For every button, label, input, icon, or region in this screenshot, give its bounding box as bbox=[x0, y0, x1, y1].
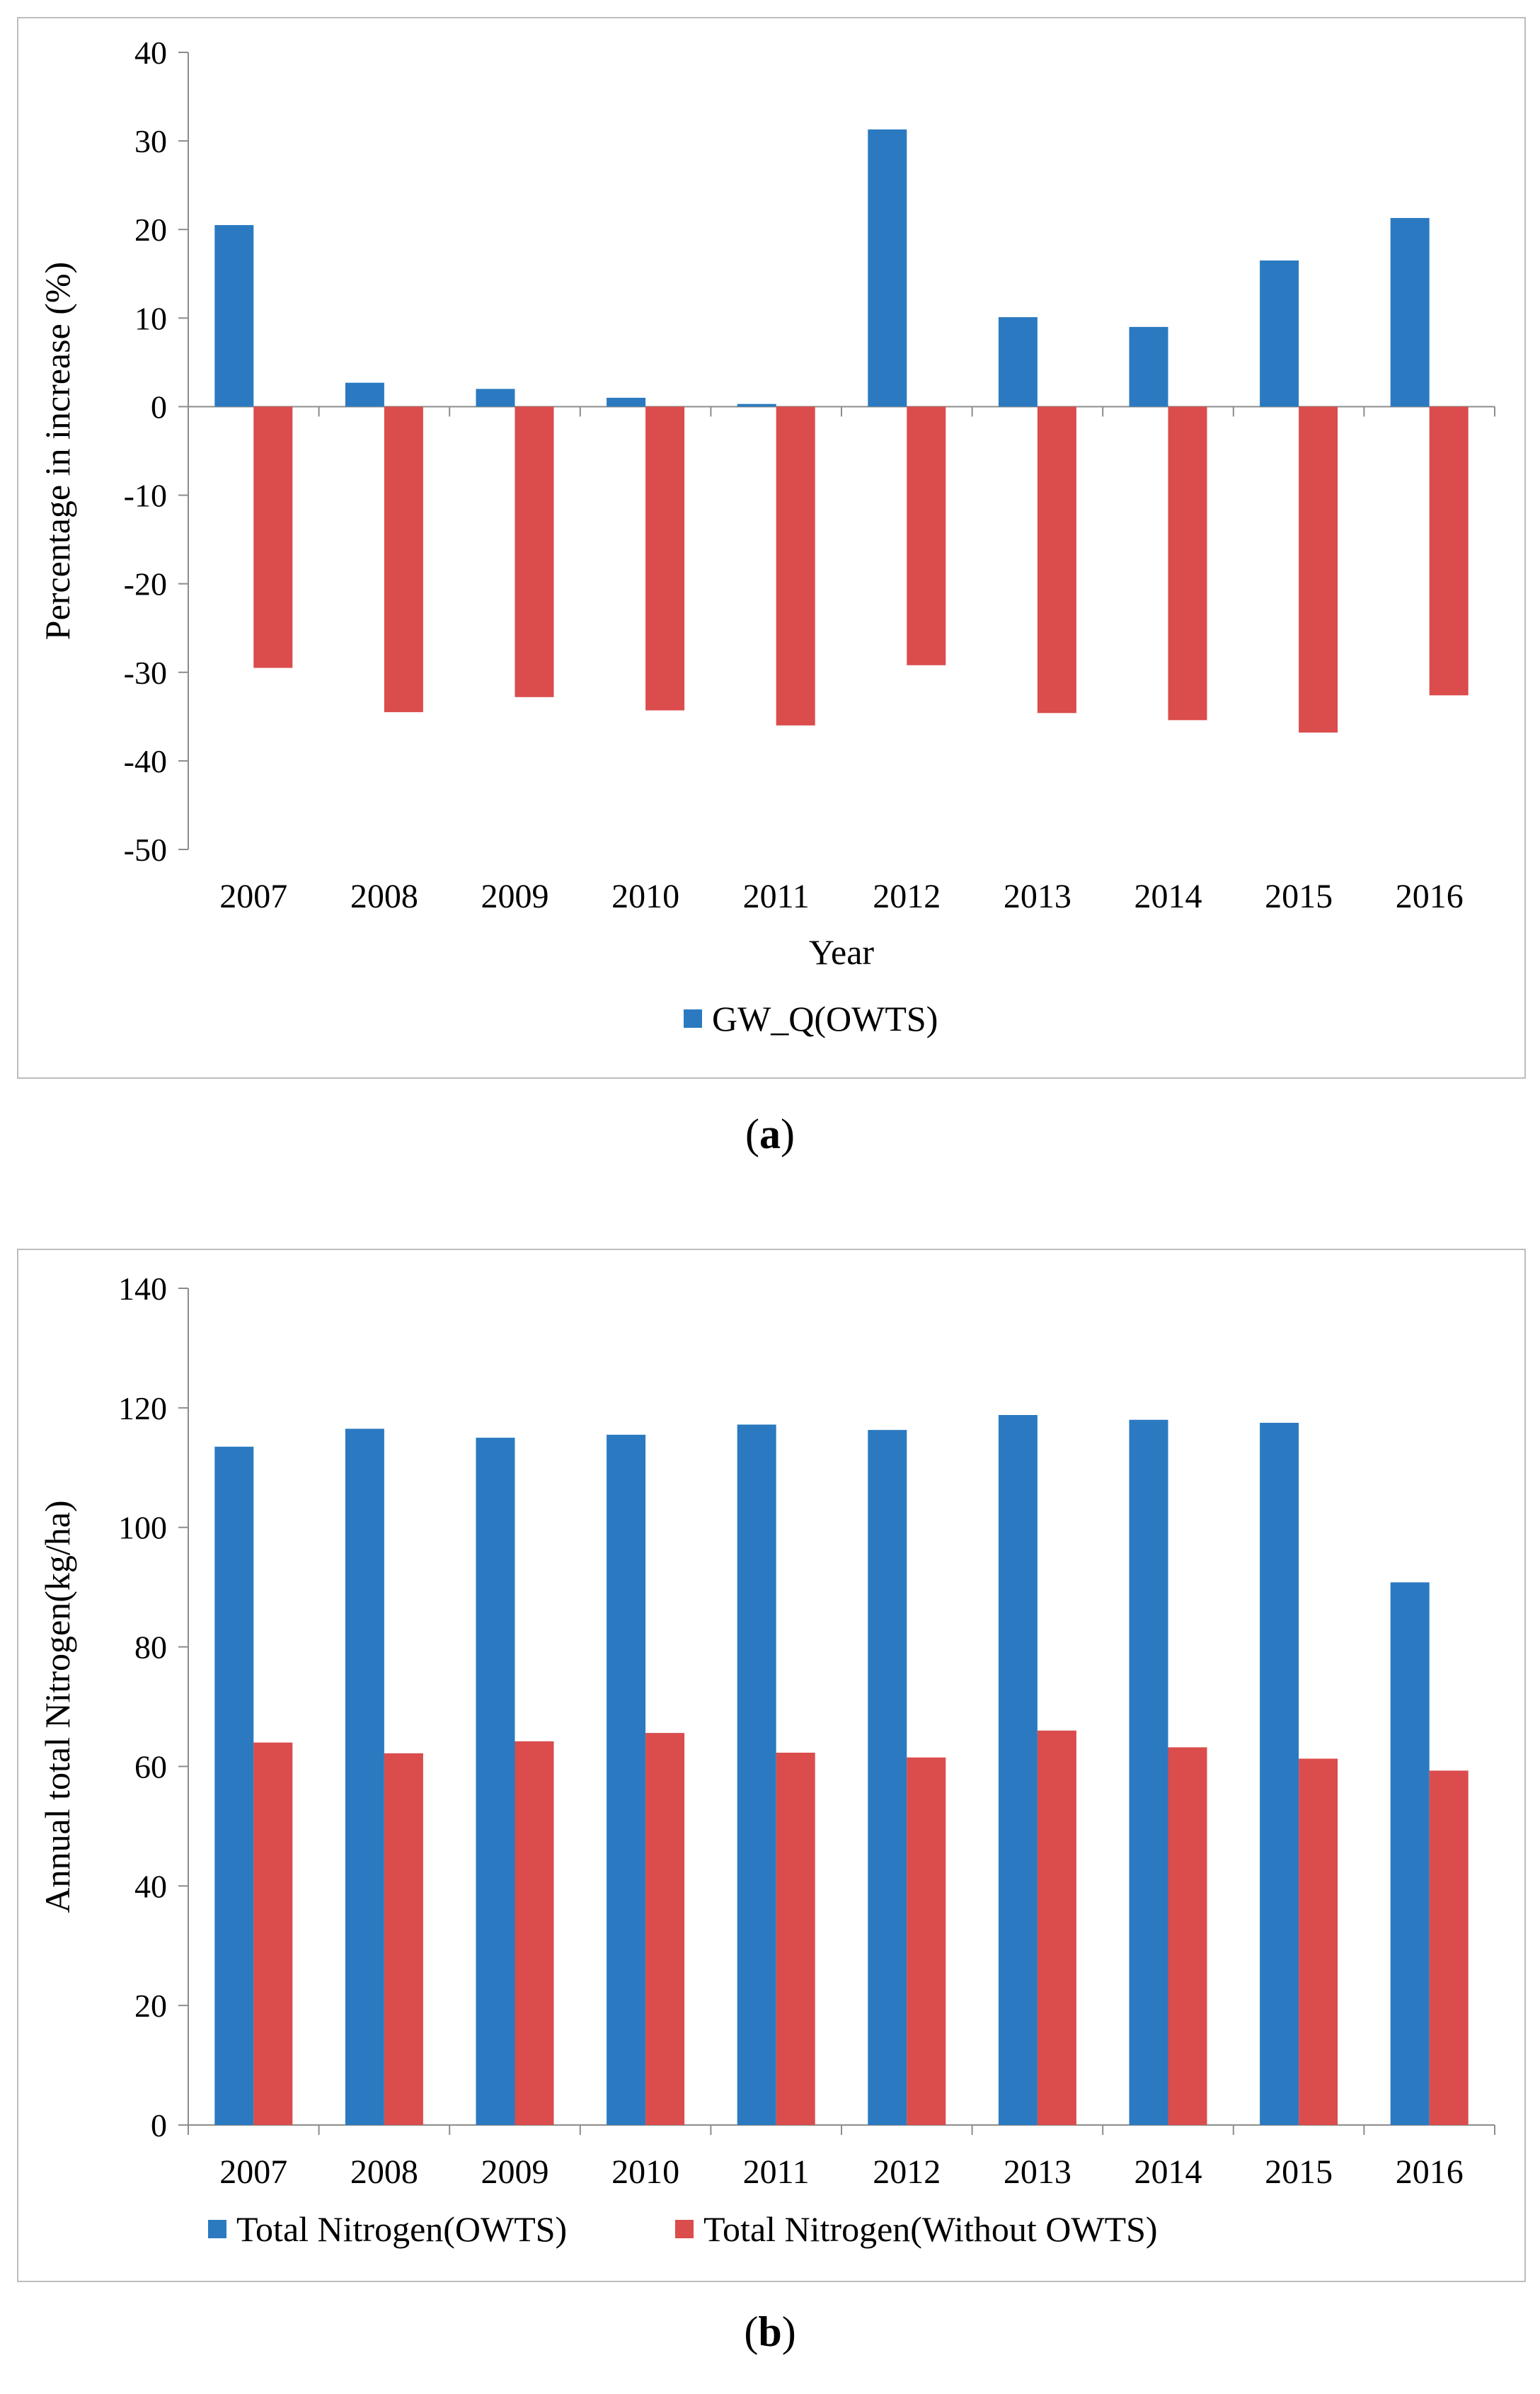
chart-a-legend-label-1: GW_Q(OWTS) bbox=[712, 999, 938, 1038]
chart-a-x-tick-label: 2009 bbox=[481, 878, 549, 915]
chart-b-x-tick-label: 2016 bbox=[1396, 2153, 1464, 2191]
chart-a-y-tick-label: -50 bbox=[124, 832, 167, 868]
chart-b-x-tick-label: 2014 bbox=[1134, 2153, 1202, 2191]
chart-b-bar-series1-2014 bbox=[1129, 1419, 1168, 2125]
chart-a-frame: 40 30 20 10 0 -10 -20 -30 -40 -50 2007 2008 2009 2010… bbox=[17, 17, 1526, 1079]
chart-a-bar-series2-2008 bbox=[384, 406, 423, 713]
chart-a-bar-series1-2007 bbox=[214, 224, 254, 407]
chart-a-bar-series2-2012 bbox=[907, 406, 946, 665]
chart-b-bar-series2-2007 bbox=[253, 1742, 293, 2125]
chart-a-y-tick-label: -20 bbox=[124, 566, 167, 602]
chart-a-x-tick-label: 2015 bbox=[1265, 878, 1333, 915]
chart-a-y-tick-label: -40 bbox=[124, 743, 167, 779]
chart-a-x-tick-label: 2012 bbox=[873, 878, 941, 915]
chart-a-bar-series1-2011 bbox=[737, 403, 776, 407]
chart-a-y-tick-label: 20 bbox=[134, 212, 167, 248]
chart-a-x-axis-title: Year bbox=[809, 932, 874, 972]
chart-b-bar-series2-2009 bbox=[515, 1741, 554, 2125]
chart-b-y-tick-label: 40 bbox=[134, 1868, 167, 1904]
chart-a-bar-series1-2008 bbox=[345, 382, 384, 407]
chart-a-bar-series1-2009 bbox=[476, 389, 515, 407]
chart-b-bar-series2-2008 bbox=[384, 1753, 423, 2125]
chart-b-y-tick-label: 140 bbox=[118, 1271, 167, 1307]
chart-a-bar-series2-2013 bbox=[1037, 406, 1076, 714]
chart-a-bar-series1-2015 bbox=[1260, 260, 1299, 407]
chart-a-bar-series1-2013 bbox=[998, 317, 1038, 407]
chart-b-y-axis-title: Annual total Nitrogen(kg/ha) bbox=[38, 1500, 77, 1913]
chart-a-x-tick-label: 2008 bbox=[350, 878, 418, 915]
chart-b-bar-series1-2007 bbox=[214, 1446, 254, 2125]
chart-a-bar-series2-2014 bbox=[1168, 406, 1207, 721]
chart-b-bar-series1-2013 bbox=[998, 1414, 1038, 2125]
chart-a-bar-series1-2014 bbox=[1129, 326, 1168, 407]
chart-b-y-tick-label: 120 bbox=[118, 1390, 167, 1426]
caption-b: (b) bbox=[744, 2308, 796, 2355]
chart-a-y-tick-label: 0 bbox=[151, 389, 167, 425]
chart-b-y-tick-label: 80 bbox=[134, 1630, 167, 1666]
caption-b-label: b bbox=[758, 2308, 782, 2355]
chart-a-bar-series2-2011 bbox=[776, 406, 815, 726]
chart-b-x-tick-label: 2008 bbox=[350, 2153, 418, 2191]
chart-b-x-tick-label: 2007 bbox=[219, 2153, 287, 2191]
chart-b-y-tick-label: 0 bbox=[151, 2107, 167, 2143]
chart-a-bar-series2-2016 bbox=[1429, 406, 1469, 696]
chart-a-x-tick-label: 2010 bbox=[611, 878, 679, 915]
chart-b-bar-series1-2012 bbox=[868, 1430, 907, 2125]
chart-b-bar-series2-2011 bbox=[776, 1753, 815, 2125]
chart-b-legend-label-2: Total Nitrogen(Without OWTS) bbox=[703, 2209, 1158, 2249]
caption-a: (a) bbox=[745, 1111, 795, 1157]
chart-b-bar-series2-2015 bbox=[1299, 1758, 1338, 2125]
chart-b-bar-series1-2010 bbox=[607, 1434, 646, 2125]
chart-b-bar-series1-2016 bbox=[1390, 1582, 1430, 2125]
caption-a-label: a bbox=[759, 1111, 781, 1157]
chart-b-bar-series2-2016 bbox=[1429, 1770, 1469, 2125]
chart-a-y-tick-label: -10 bbox=[124, 478, 167, 514]
chart-a-bar-series2-2009 bbox=[515, 406, 554, 697]
chart-b-bar-series2-2014 bbox=[1168, 1747, 1207, 2125]
chart-b-x-tick-label: 2012 bbox=[873, 2153, 941, 2191]
chart-b-svg: 140 120 100 80 60 40 20 0 2007 2008 2009 2010 2011 20… bbox=[38, 1271, 1495, 2249]
chart-a-y-tick-label: 10 bbox=[134, 300, 167, 336]
chart-b-bar-series2-2010 bbox=[645, 1733, 685, 2125]
chart-b-legend-swatch-2 bbox=[675, 2220, 694, 2238]
chart-a-y-tick-label: 40 bbox=[134, 35, 167, 71]
chart-b-y-tick-label: 100 bbox=[118, 1510, 167, 1546]
chart-b-bar-series1-2011 bbox=[737, 1424, 776, 2125]
chart-b-bar-series2-2012 bbox=[907, 1757, 946, 2125]
chart-a-x-tick-label: 2011 bbox=[743, 878, 810, 915]
chart-a-x-tick-label: 2014 bbox=[1134, 878, 1202, 915]
chart-a-x-tick-label: 2016 bbox=[1396, 878, 1464, 915]
chart-a-y-axis-title: Percentage in increase (%) bbox=[38, 262, 77, 640]
chart-b-bar-series1-2015 bbox=[1260, 1422, 1299, 2125]
chart-a-bar-series2-2015 bbox=[1299, 406, 1338, 733]
chart-a-bar-series2-2007 bbox=[253, 406, 293, 668]
chart-b-frame: 140 120 100 80 60 40 20 0 2007 2008 2009 2010 2011 20… bbox=[17, 1249, 1526, 2282]
chart-a-y-tick-label: 30 bbox=[134, 123, 167, 159]
chart-a-bar-series1-2016 bbox=[1390, 217, 1430, 407]
chart-a-legend-swatch-1 bbox=[684, 1009, 702, 1028]
chart-b-y-tick-label: 20 bbox=[134, 1988, 167, 2024]
chart-a-y-tick-label: -30 bbox=[124, 655, 167, 691]
chart-a-bar-series2-2010 bbox=[645, 406, 685, 711]
chart-b-x-tick-label: 2015 bbox=[1265, 2153, 1333, 2191]
chart-b-bar-series1-2008 bbox=[345, 1428, 384, 2125]
chart-a-bar-series1-2012 bbox=[868, 129, 907, 407]
chart-b-bar-series2-2013 bbox=[1037, 1730, 1076, 2125]
chart-a-x-tick-label: 2007 bbox=[219, 878, 287, 915]
chart-b-legend-swatch-1 bbox=[208, 2220, 226, 2238]
chart-b-x-tick-label: 2009 bbox=[481, 2153, 549, 2191]
chart-b-bar-series1-2009 bbox=[476, 1438, 515, 2125]
chart-b-x-tick-label: 2013 bbox=[1004, 2153, 1071, 2191]
chart-b-x-tick-label: 2010 bbox=[611, 2153, 679, 2191]
chart-b-x-tick-label: 2011 bbox=[743, 2153, 810, 2191]
chart-a-x-tick-label: 2013 bbox=[1004, 878, 1071, 915]
chart-a-bar-series1-2010 bbox=[607, 397, 646, 407]
chart-b-y-tick-label: 60 bbox=[134, 1748, 167, 1785]
chart-b-legend-label-1: Total Nitrogen(OWTS) bbox=[236, 2209, 567, 2249]
